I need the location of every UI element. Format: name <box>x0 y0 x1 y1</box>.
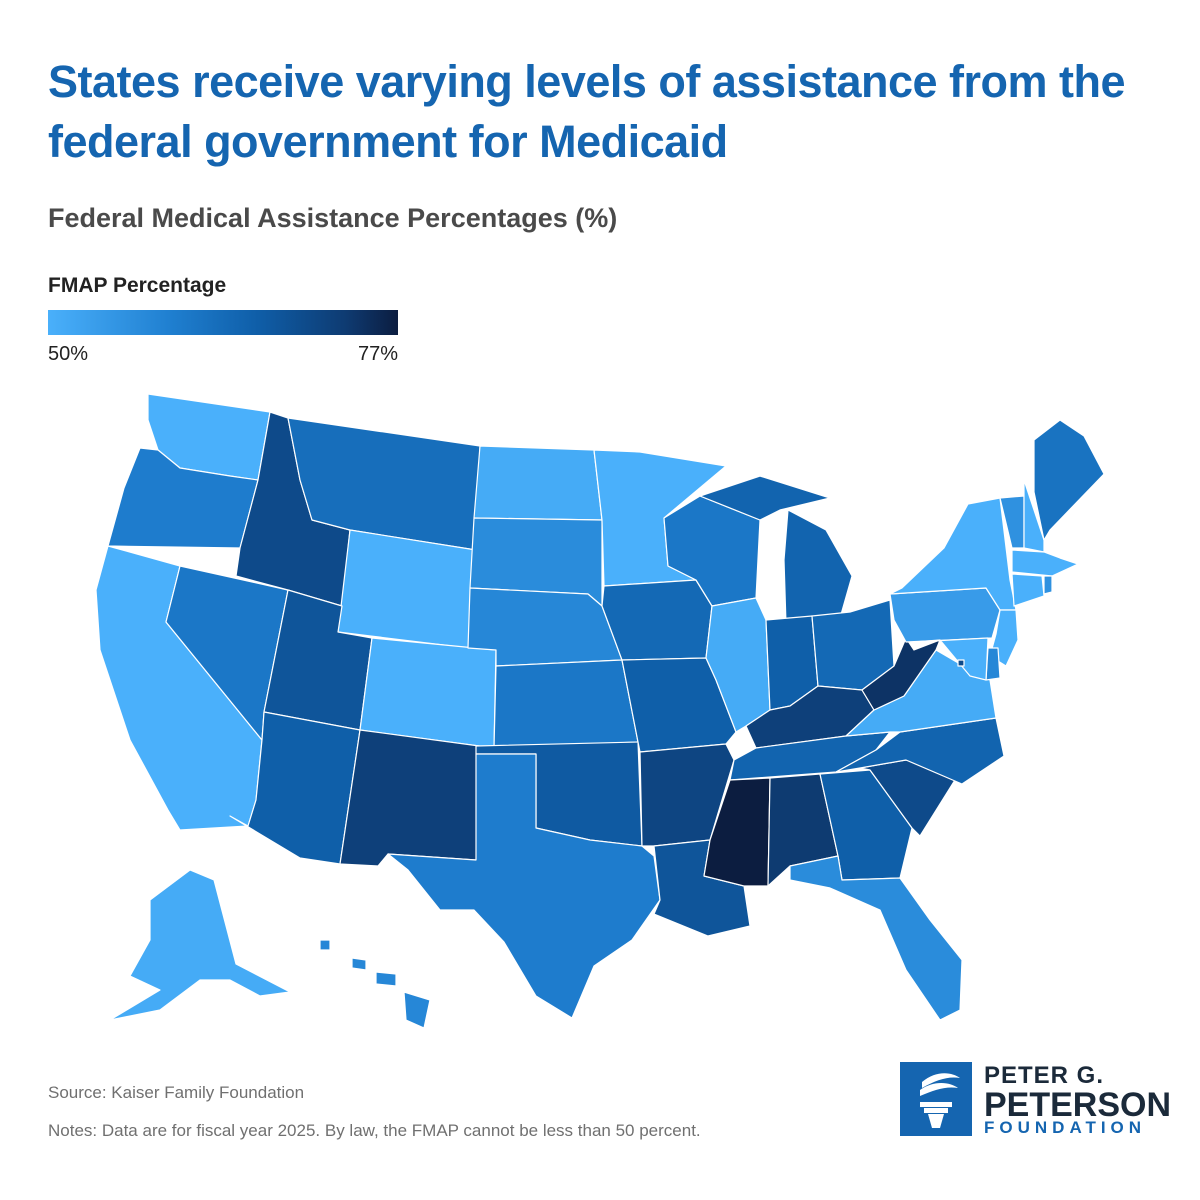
legend-title: FMAP Percentage <box>48 274 227 297</box>
torch-icon-graphic <box>920 1073 960 1128</box>
state-ND <box>473 445 603 521</box>
state-RI <box>1043 575 1053 595</box>
peterson-foundation-logo: PETER G. PETERSON FOUNDATION <box>900 1062 1171 1137</box>
state-HI <box>319 939 431 1029</box>
state-TX <box>387 753 661 1019</box>
logo-line1: PETER G. <box>984 1062 1105 1089</box>
state-MD <box>913 637 989 681</box>
us-state-map <box>95 393 1105 1029</box>
torch-icon <box>900 1062 972 1136</box>
chart-subtitle: Federal Medical Assistance Percentages (… <box>48 203 618 233</box>
state-CT <box>1011 573 1045 607</box>
state-MA <box>1011 549 1079 577</box>
state-WY <box>337 529 477 649</box>
states-layer <box>95 393 1105 1029</box>
notes: Notes: Data are for fiscal year 2025. By… <box>48 1121 701 1140</box>
state-DC <box>957 659 965 667</box>
chart-title: States receive varying levels of assista… <box>48 56 1126 167</box>
state-AK <box>109 869 291 1021</box>
legend-min-label: 50% <box>48 343 89 365</box>
logo-line2: PETERSON <box>984 1086 1172 1124</box>
source-note: Source: Kaiser Family Foundation <box>48 1083 305 1102</box>
legend-max-label: 77% <box>357 343 398 365</box>
logo-line3: FOUNDATION <box>984 1118 1147 1137</box>
state-PA <box>889 587 1001 643</box>
state-CO <box>359 637 497 749</box>
state-ME <box>1033 419 1105 541</box>
state-DE <box>985 647 1001 681</box>
state-FL <box>789 855 963 1021</box>
legend-color-bar <box>48 310 398 335</box>
state-NC <box>835 717 1005 785</box>
state-KS <box>493 659 639 749</box>
state-IA <box>601 579 713 661</box>
state-NM <box>339 729 495 867</box>
